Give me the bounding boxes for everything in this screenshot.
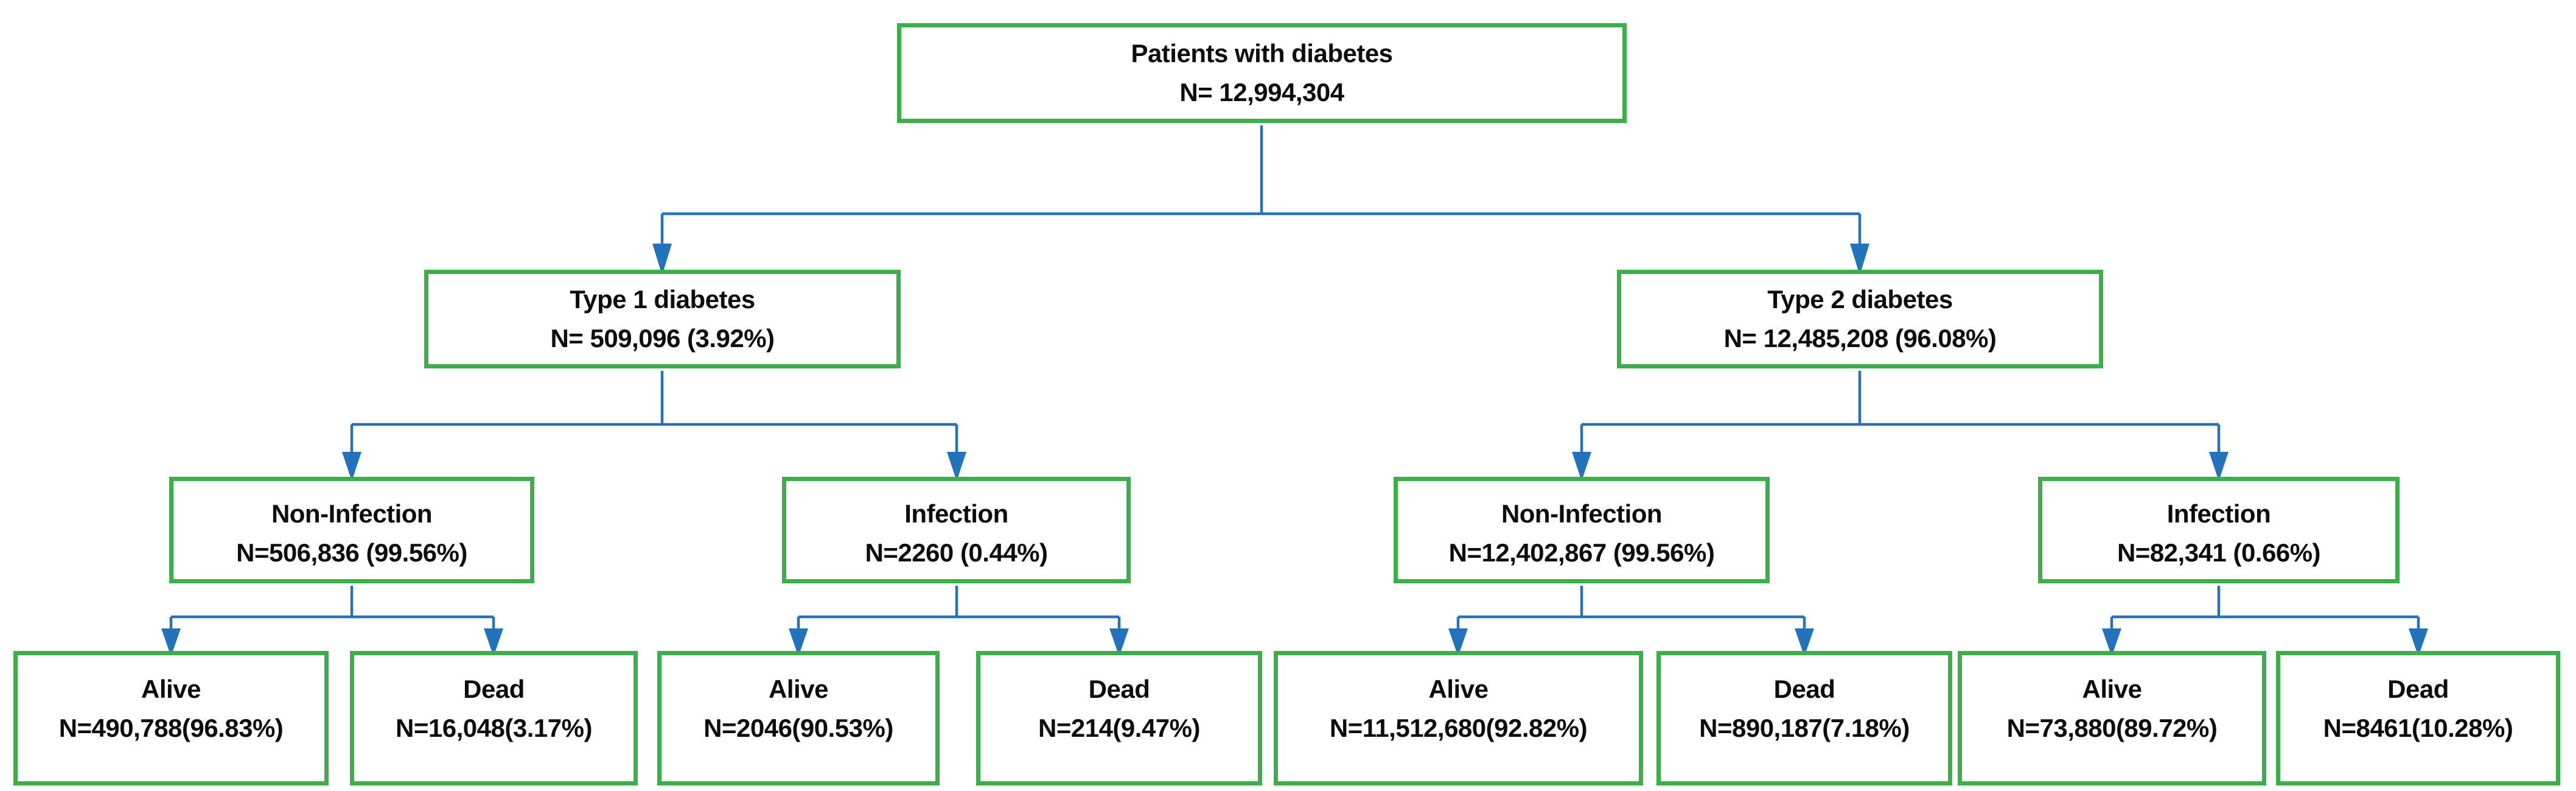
connector-type1-noninfection-outcomes	[169, 586, 495, 630]
node-count: N=506,836 (99.56%)	[236, 538, 467, 567]
node-title: Alive	[769, 675, 828, 703]
node-count: N=16,048(3.17%)	[396, 714, 592, 742]
connector-type1-infection-outcomes	[797, 586, 1121, 630]
node-count: N=11,512,680(92.82%)	[1329, 714, 1588, 742]
arrow-down-icon	[652, 244, 672, 275]
connector-type2-infection-outcomes	[2110, 586, 2420, 630]
node-title: Type 1 diabetes	[570, 285, 755, 314]
node-title: Non-Infection	[1501, 499, 1663, 528]
node-type2-noninfection: Non-Infection N=12,402,867 (99.56%)	[1394, 477, 1770, 583]
arrow-down-icon	[484, 628, 503, 656]
arrow-down-icon	[161, 628, 181, 656]
node-count: N=490,788(96.83%)	[58, 714, 284, 742]
arrow-down-icon	[342, 452, 361, 481]
arrow-down-icon	[947, 452, 966, 481]
arrow-down-icon	[1109, 628, 1129, 656]
node-count: N=214(9.47%)	[1038, 714, 1201, 742]
connector-type2-to-infection-split	[1580, 371, 2221, 452]
node-title: Dead	[463, 675, 525, 703]
arrow-down-icon	[2102, 628, 2121, 656]
node-type2-infection-alive: Alive N=73,880(89.72%)	[1958, 651, 2266, 786]
node-count: N= 12,994,304	[1179, 78, 1344, 107]
node-type1-infection: Infection N=2260 (0.44%)	[782, 477, 1131, 583]
node-title: Alive	[1428, 675, 1489, 703]
node-title: Dead	[2387, 675, 2449, 703]
node-count: N=73,880(89.72%)	[2006, 714, 2218, 742]
node-type1-noninfection-alive: Alive N=490,788(96.83%)	[13, 651, 329, 786]
node-count: N=12,402,867 (99.56%)	[1448, 538, 1715, 567]
node-count: N=8461(10.28%)	[2323, 714, 2513, 742]
node-title: Patients with diabetes	[1131, 39, 1393, 68]
node-title: Type 2 diabetes	[1767, 285, 1953, 314]
node-title: Alive	[141, 675, 201, 703]
node-title: Dead	[1088, 675, 1150, 703]
node-count: N=890,187(7.18%)	[1699, 714, 1910, 742]
node-title: Infection	[904, 499, 1008, 528]
node-type2-noninfection-dead: Dead N=890,187(7.18%)	[1656, 651, 1952, 786]
arrow-down-icon	[1572, 452, 1591, 481]
connector-type1-to-infection-split	[350, 371, 958, 452]
arrow-down-icon	[1850, 244, 1869, 275]
node-type2-infection-dead: Dead N=8461(10.28%)	[2276, 651, 2560, 786]
node-title: Dead	[1773, 675, 1835, 703]
node-count: N= 509,096 (3.92%)	[550, 324, 775, 353]
node-count: N=2046(90.53%)	[703, 714, 893, 742]
connector-type2-noninfection-outcomes	[1456, 586, 1806, 630]
arrow-down-icon	[2409, 628, 2428, 656]
node-type1-noninfection: Non-Infection N=506,836 (99.56%)	[169, 477, 534, 583]
node-patients-with-diabetes: Patients with diabetes N= 12,994,304	[897, 23, 1627, 123]
node-type2-diabetes: Type 2 diabetes N= 12,485,208 (96.08%)	[1617, 270, 2103, 368]
arrow-down-icon	[789, 628, 808, 656]
node-type2-noninfection-alive: Alive N=11,512,680(92.82%)	[1274, 651, 1643, 786]
node-type1-noninfection-dead: Dead N=16,048(3.17%)	[350, 651, 638, 786]
node-title: Non-Infection	[271, 499, 433, 528]
arrow-down-icon	[1448, 628, 1468, 656]
node-type1-diabetes: Type 1 diabetes N= 509,096 (3.92%)	[424, 270, 901, 368]
node-type2-infection: Infection N=82,341 (0.66%)	[2038, 477, 2400, 583]
node-count: N=82,341 (0.66%)	[2117, 538, 2321, 567]
node-type1-infection-dead: Dead N=214(9.47%)	[976, 651, 1262, 786]
arrow-down-icon	[1795, 628, 1814, 656]
node-count: N= 12,485,208 (96.08%)	[1723, 324, 1997, 353]
arrow-down-icon	[2209, 452, 2229, 481]
node-title: Infection	[2166, 499, 2271, 528]
node-type1-infection-alive: Alive N=2046(90.53%)	[657, 651, 940, 786]
connector-root-to-types	[660, 125, 1862, 251]
node-count: N=2260 (0.44%)	[865, 538, 1048, 567]
node-title: Alive	[2082, 675, 2142, 703]
